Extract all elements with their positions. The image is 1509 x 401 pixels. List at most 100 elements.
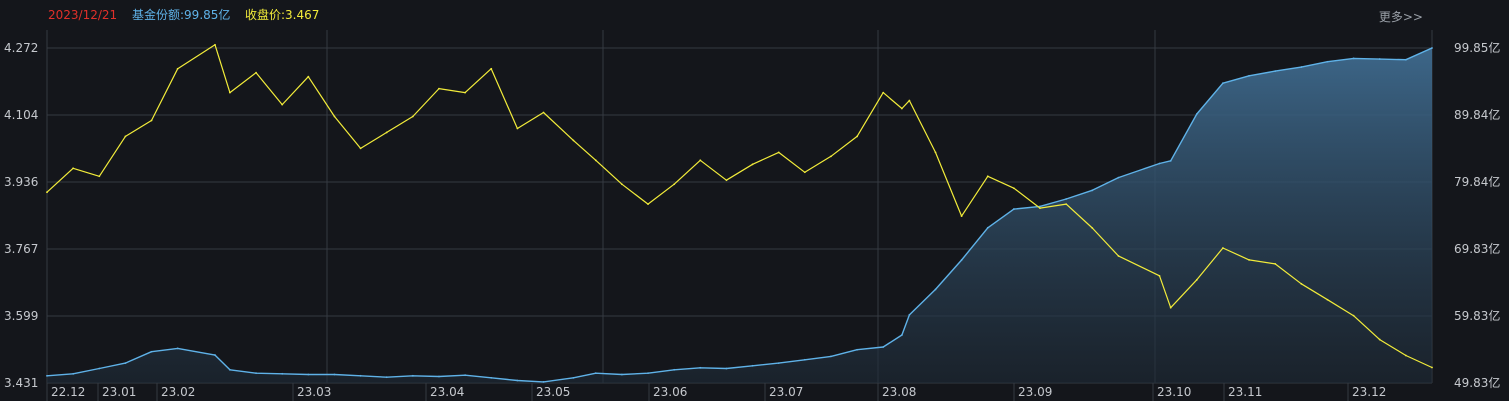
- fund-share-point-23: [647, 372, 649, 375]
- right-axis-tick-2: 79.84亿: [1454, 174, 1500, 189]
- close-price-point-28: [777, 151, 780, 154]
- close-price-point-29: [803, 171, 806, 174]
- date-label: 2023/12/21: [48, 8, 118, 22]
- close-price-point-47: [1248, 259, 1250, 261]
- close-price-point-17: [490, 67, 493, 70]
- close-price-point-45: [1195, 278, 1198, 281]
- fund-share-point-28: [777, 362, 780, 365]
- fund-share-point-45: [1195, 113, 1198, 115]
- close-price-point-11: [333, 115, 336, 118]
- fund-share-point-32: [882, 346, 885, 348]
- fund-share-point-1: [72, 372, 75, 375]
- fund-share-point-19: [542, 380, 545, 383]
- close-price-point-23: [647, 203, 649, 206]
- fund-share-point-3: [124, 362, 127, 365]
- fund-share-point-34: [908, 313, 911, 316]
- fund-share-point-27: [751, 364, 754, 367]
- axis-layer: 4.272 4.104 3.936 3.767 3.599 3.431 99.85亿 89.8…: [4, 40, 1500, 401]
- close-price-point-49: [1300, 282, 1303, 285]
- close-price-point-27: [751, 163, 754, 166]
- more-link[interactable]: 更多>>: [1378, 10, 1423, 24]
- close-price-point-22: [621, 183, 623, 186]
- close-price-point-52: [1378, 338, 1381, 341]
- right-axis-tick-3: 69.83亿: [1454, 241, 1500, 256]
- fund-share-point-31: [856, 348, 858, 351]
- left-axis-tick-3: 3.767: [4, 242, 38, 256]
- x-axis-tick-11: 23.11: [1228, 385, 1262, 399]
- close-price-point-38: [1012, 187, 1015, 190]
- close-price-point-5: [176, 67, 179, 70]
- close-price-point-51: [1352, 314, 1355, 317]
- fund-share-point-25: [699, 366, 702, 369]
- x-axis-tick-7: 23.07: [769, 385, 803, 399]
- close-price-point-34: [908, 99, 911, 102]
- fund-share-point-48: [1274, 70, 1277, 73]
- fund-share-point-24: [673, 368, 676, 371]
- x-axis-tick-12: 23.12: [1352, 385, 1386, 399]
- fund-share-point-4: [150, 350, 153, 353]
- close-price-point-18: [516, 127, 519, 130]
- series-layer: [46, 43, 1433, 383]
- close-price-point-50: [1326, 298, 1329, 301]
- close-price-point-16: [464, 91, 467, 94]
- close-price-point-46: [1222, 247, 1224, 249]
- fund-share-point-36: [960, 259, 963, 261]
- close-price-point-26: [725, 179, 728, 182]
- close-price-point-54: [1431, 366, 1433, 369]
- fund-share-point-2: [98, 367, 101, 370]
- fund-share-point-43: [1158, 162, 1161, 165]
- close-price-point-41: [1091, 227, 1094, 229]
- fund-share-point-35: [934, 288, 937, 291]
- close-price-point-35: [934, 151, 937, 154]
- fund-share-point-7: [229, 368, 231, 371]
- fund-share-point-8: [255, 372, 257, 375]
- fund-share-point-51: [1352, 57, 1355, 60]
- close-price-point-44: [1169, 306, 1172, 309]
- fund-share-point-46: [1222, 82, 1224, 85]
- fund-share-point-16: [464, 374, 467, 377]
- x-axis-tick-10: 23.10: [1157, 385, 1191, 399]
- chart-header: 2023/12/21 基金份额:99.85亿 收盘价:3.467 更多>>: [0, 0, 1509, 30]
- close-price-point-7: [229, 91, 231, 94]
- fund-share-point-18: [516, 379, 519, 382]
- close-price-point-1: [72, 167, 75, 170]
- close-price-point-0: [46, 191, 48, 194]
- close-price-point-25: [699, 159, 702, 162]
- close-price-point-3: [124, 135, 127, 138]
- close-price-point-21: [594, 159, 597, 162]
- close-price-point-12: [359, 147, 362, 150]
- close-price-point-13: [385, 131, 388, 134]
- x-axis-tick-9: 23.09: [1018, 385, 1052, 399]
- close-price-point-36: [960, 215, 963, 217]
- close-price-point-15: [438, 87, 440, 90]
- close-price-point-4: [150, 119, 153, 122]
- close-price-point-48: [1274, 262, 1277, 265]
- x-axis-tick-4: 23.04: [430, 385, 464, 399]
- fund-share-point-40: [1065, 198, 1068, 200]
- fund-share-point-15: [438, 375, 440, 378]
- fund-share-point-50: [1326, 60, 1329, 63]
- right-axis-tick-0: 99.85亿: [1454, 40, 1500, 55]
- right-axis-tick-5: 49.83亿: [1454, 375, 1500, 390]
- close-price-point-31: [856, 135, 858, 138]
- close-price-point-32: [882, 91, 885, 94]
- fund-share-label: 基金份额:99.85亿: [132, 8, 231, 22]
- fund-share-point-6: [214, 354, 216, 356]
- close-price-point-14: [411, 115, 414, 118]
- fund-share-point-44: [1169, 159, 1172, 162]
- left-axis-tick-5: 3.431: [4, 376, 38, 390]
- right-axis-tick-1: 89.84亿: [1454, 107, 1500, 122]
- close-price-point-30: [830, 155, 832, 158]
- close-price-point-40: [1065, 203, 1068, 206]
- fund-share-point-21: [594, 372, 597, 375]
- fund-share-point-42: [1117, 176, 1120, 179]
- x-axis-tick-6: 23.06: [653, 385, 687, 399]
- fund-share-point-39: [1039, 205, 1041, 208]
- close-price-point-6: [214, 43, 216, 46]
- close-price-point-37: [986, 175, 989, 178]
- close-price-point-2: [98, 175, 101, 178]
- close-price-point-9: [281, 103, 284, 106]
- close-price-point-20: [572, 139, 575, 142]
- fund-share-point-12: [359, 374, 362, 377]
